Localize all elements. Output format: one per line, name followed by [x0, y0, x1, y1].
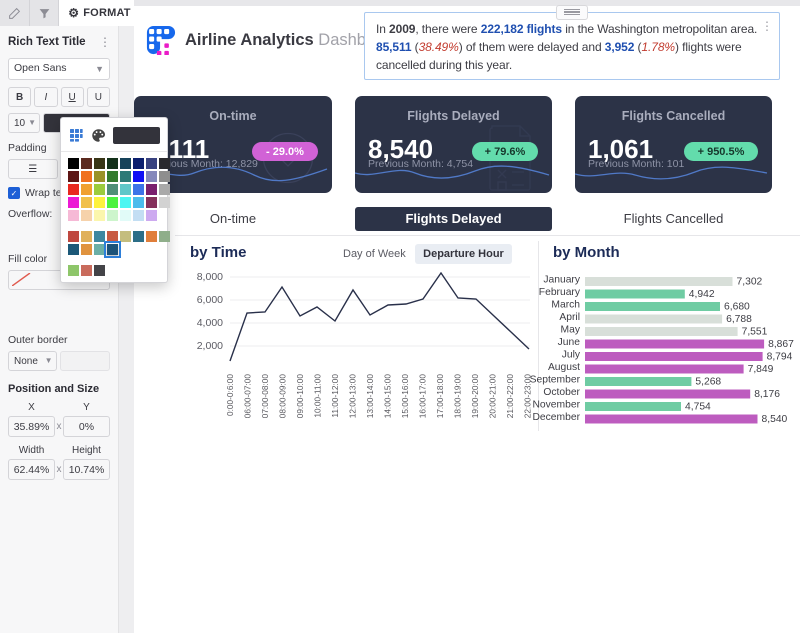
svg-text:8,000: 8,000 [197, 272, 223, 283]
svg-text:January: January [543, 275, 580, 286]
svg-text:April: April [559, 312, 580, 323]
svg-text:September: September [530, 375, 581, 386]
svg-text:November: November [533, 400, 581, 411]
svg-text:February: February [539, 287, 581, 298]
svg-text:8,794: 8,794 [767, 352, 793, 363]
svg-text:6,788: 6,788 [726, 314, 752, 325]
svg-text:March: March [551, 300, 580, 311]
svg-text:7,849: 7,849 [748, 364, 774, 375]
svg-text:20:00-21:00: 20:00-21:00 [488, 374, 498, 419]
svg-text:8,540: 8,540 [762, 414, 788, 425]
svg-text:June: June [558, 337, 581, 348]
svg-text:8,176: 8,176 [754, 389, 780, 400]
svg-text:5,268: 5,268 [695, 377, 721, 388]
svg-text:15:00-16:00: 15:00-16:00 [400, 374, 410, 419]
svg-text:May: May [561, 325, 581, 336]
svg-text:4,754: 4,754 [685, 402, 711, 413]
svg-text:10:00-11:00: 10:00-11:00 [313, 374, 323, 418]
svg-text:October: October [543, 387, 580, 398]
svg-text:4,942: 4,942 [689, 289, 715, 300]
svg-text:12:00-13:00: 12:00-13:00 [348, 374, 358, 419]
svg-text:17:00-18:00: 17:00-18:00 [435, 374, 445, 419]
svg-text:7,551: 7,551 [742, 327, 768, 338]
svg-text:06:00-07:00: 06:00-07:00 [243, 374, 253, 419]
svg-text:July: July [562, 350, 581, 361]
svg-text:14:00-15:00: 14:00-15:00 [383, 374, 393, 419]
svg-text:13:00-14:00: 13:00-14:00 [365, 374, 375, 419]
svg-text:6,680: 6,680 [724, 302, 750, 313]
svg-text:19:00-20:00: 19:00-20:00 [470, 374, 480, 419]
svg-text:18:00-19:00: 18:00-19:00 [453, 374, 463, 419]
svg-text:August: August [548, 362, 580, 373]
svg-text:11:00-12:00: 11:00-12:00 [330, 374, 340, 418]
svg-text:4,000: 4,000 [197, 317, 223, 329]
svg-text:December: December [533, 412, 581, 423]
svg-text:16:00-17:00: 16:00-17:00 [418, 374, 428, 419]
svg-text:2,000: 2,000 [197, 340, 223, 352]
svg-text:08:00-09:00: 08:00-09:00 [278, 374, 288, 419]
svg-text:07:00-08:00: 07:00-08:00 [260, 374, 270, 419]
svg-text:7,302: 7,302 [737, 277, 763, 288]
svg-text:09:00-10:00: 09:00-10:00 [295, 374, 305, 419]
svg-text:0:00-0:6:00: 0:00-0:6:00 [225, 374, 235, 416]
svg-text:6,000: 6,000 [197, 294, 223, 306]
svg-text:8,867: 8,867 [768, 339, 794, 350]
